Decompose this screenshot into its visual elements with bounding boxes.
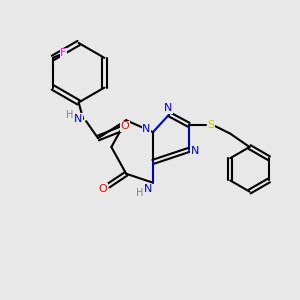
Text: O: O — [99, 184, 107, 194]
Text: N: N — [164, 103, 172, 113]
Text: F: F — [60, 48, 67, 59]
Text: H: H — [136, 188, 143, 198]
Text: H: H — [66, 110, 74, 120]
Text: S: S — [207, 120, 214, 130]
Text: N: N — [142, 124, 151, 134]
Text: N: N — [74, 114, 82, 124]
Text: N: N — [143, 184, 152, 194]
Text: N: N — [191, 146, 200, 157]
Text: O: O — [120, 121, 129, 131]
